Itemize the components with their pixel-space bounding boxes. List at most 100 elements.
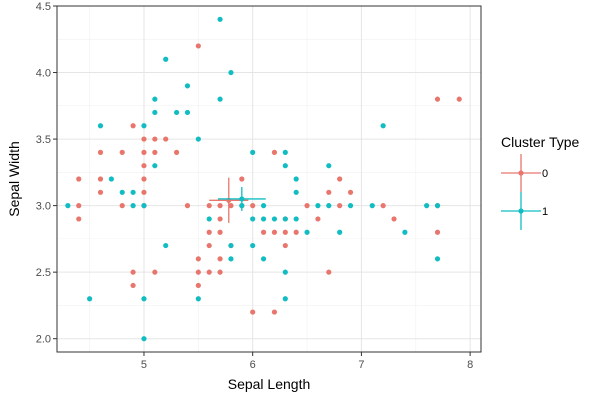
- legend-item-0: 0: [501, 154, 548, 192]
- data-point: [250, 203, 256, 209]
- y-tick-label: 2.0: [36, 334, 51, 346]
- data-point: [184, 203, 191, 209]
- data-point: [271, 229, 278, 235]
- data-point: [282, 149, 288, 155]
- data-point: [239, 176, 245, 182]
- data-point: [260, 203, 267, 209]
- x-tick-label: 5: [141, 359, 147, 371]
- data-point: [380, 203, 386, 209]
- data-point: [141, 189, 147, 195]
- data-point: [326, 163, 332, 169]
- data-point: [217, 203, 223, 209]
- data-point: [97, 123, 104, 129]
- y-axis: 2.0 2.5 3.0 3.5 4.0 4.5: [36, 1, 57, 346]
- data-point: [163, 242, 169, 249]
- x-tick-label: 8: [467, 359, 473, 371]
- data-point: [250, 216, 256, 222]
- data-point: [347, 203, 354, 209]
- data-point: [65, 203, 71, 209]
- legend-item-1: 1: [501, 192, 548, 230]
- data-point: [76, 216, 82, 222]
- data-point: [206, 269, 212, 275]
- legend-key-point: [518, 170, 524, 176]
- data-point: [260, 216, 267, 222]
- data-point: [434, 96, 441, 102]
- data-point: [130, 203, 136, 209]
- data-point: [424, 203, 430, 209]
- data-point: [326, 269, 332, 275]
- data-point: [217, 269, 223, 275]
- cluster-center-1: [217, 186, 266, 211]
- data-point: [260, 229, 267, 235]
- data-point: [271, 216, 278, 222]
- data-point: [293, 189, 299, 195]
- data-point: [337, 176, 343, 182]
- cluster-centers: [209, 177, 266, 223]
- data-point: [228, 69, 234, 76]
- data-point: [217, 96, 223, 102]
- data-point: [152, 149, 158, 155]
- center-point: [239, 196, 245, 202]
- data-point: [76, 176, 82, 182]
- x-tick-label: 7: [358, 359, 364, 371]
- data-point: [434, 203, 441, 209]
- data-point: [141, 149, 147, 155]
- y-axis-title: Sepal Width: [6, 141, 22, 216]
- data-point: [141, 336, 147, 342]
- data-point: [97, 149, 104, 155]
- data-point: [206, 242, 212, 249]
- y-tick-label: 4.5: [36, 1, 51, 13]
- data-point: [293, 216, 299, 222]
- data-point: [152, 96, 158, 102]
- data-point: [250, 242, 256, 249]
- data-point: [206, 203, 212, 209]
- data-point: [141, 176, 147, 182]
- data-point: [217, 256, 223, 262]
- data-point: [369, 203, 375, 209]
- legend-title: Cluster Type: [501, 134, 580, 150]
- data-point: [217, 229, 223, 235]
- data-point: [173, 109, 180, 116]
- data-point: [163, 136, 169, 142]
- data-point: [260, 256, 267, 262]
- y-tick-label: 3.0: [36, 201, 51, 213]
- data-point: [337, 229, 343, 235]
- data-point: [228, 203, 234, 209]
- data-point: [130, 189, 136, 195]
- data-point: [217, 16, 223, 22]
- data-point: [195, 136, 201, 142]
- data-point: [87, 296, 93, 302]
- data-point: [141, 203, 147, 209]
- data-point: [141, 296, 147, 302]
- data-point: [315, 203, 321, 209]
- data-point: [152, 163, 158, 169]
- data-point: [402, 229, 408, 235]
- data-point: [282, 216, 288, 222]
- data-point: [141, 136, 147, 142]
- data-point: [250, 149, 256, 155]
- data-point: [152, 269, 158, 275]
- y-tick-label: 4.0: [36, 68, 51, 80]
- data-point: [434, 229, 441, 235]
- data-point: [119, 149, 125, 155]
- panel-background: [57, 6, 481, 352]
- data-point: [206, 229, 212, 235]
- panel-border: [56, 5, 482, 353]
- data-point: [76, 203, 82, 209]
- legend: Cluster Type 01: [501, 134, 580, 230]
- data-point: [326, 203, 332, 209]
- data-point: [195, 256, 201, 262]
- data-point: [119, 203, 125, 209]
- data-point: [152, 109, 158, 116]
- data-point: [228, 256, 234, 262]
- x-tick-label: 6: [250, 359, 256, 371]
- data-point: [97, 176, 104, 182]
- data-point: [152, 136, 158, 142]
- data-point: [293, 229, 299, 235]
- plot-panel: [56, 5, 482, 353]
- data-point: [347, 189, 354, 195]
- data-point: [195, 43, 201, 49]
- data-point: [315, 216, 321, 222]
- data-point: [173, 149, 180, 155]
